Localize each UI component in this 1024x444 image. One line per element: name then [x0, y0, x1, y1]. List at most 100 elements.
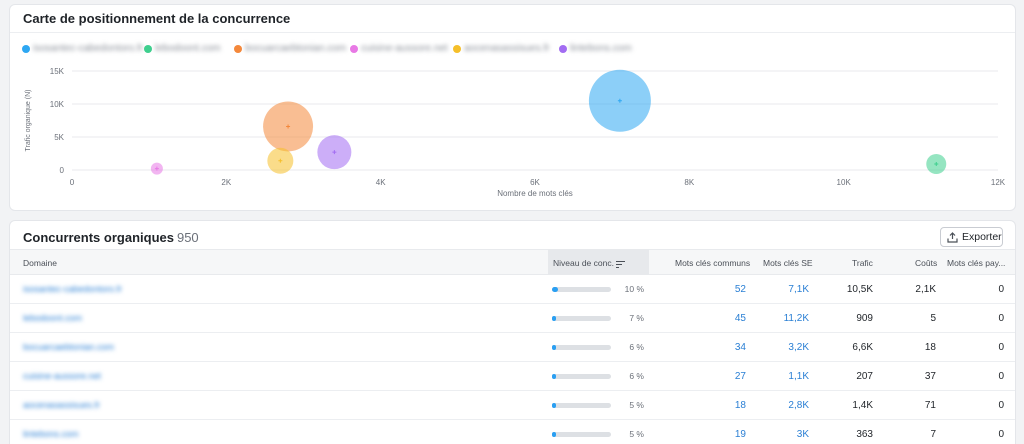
cost-value: 7	[930, 429, 936, 440]
column-header-common-keywords[interactable]: Mots clés communs	[675, 258, 751, 268]
export-label: Exporter	[962, 231, 1002, 243]
competitor-domain-link[interactable]: aocenasassisues.fr	[23, 400, 101, 410]
common-keywords-link[interactable]: 19	[734, 429, 746, 440]
table-row: lebodoont.com 7 % 45 11,2K 909 5 0	[10, 304, 1015, 333]
table-row: cuisine-aussore.net 6 % 27 1,1K 207 37 0	[10, 362, 1015, 391]
paid-keywords-value: 0	[998, 400, 1004, 411]
bubble-center-marker	[286, 124, 291, 129]
se-keywords-link[interactable]: 7,1K	[788, 284, 809, 295]
competition-level-fill	[552, 345, 556, 350]
cost-value: 5	[930, 313, 936, 324]
legend-label: lebodoont.com	[155, 43, 221, 54]
traffic-value: 207	[856, 371, 873, 382]
table-title: Concurrents organiques 950	[23, 230, 199, 245]
competition-level-value: 10 %	[624, 284, 644, 294]
legend-swatch	[453, 45, 461, 53]
y-tick-label: 0	[60, 166, 65, 175]
table-row: bocuarcaebtonian.com 6 % 34 3,2K 6,6K 18 0	[10, 333, 1015, 362]
legend-swatch	[559, 45, 567, 53]
title-divider	[10, 32, 1015, 33]
legend-label: isosantec-cabedontoro.fr	[33, 43, 144, 54]
competition-level-fill	[552, 432, 556, 437]
x-tick-label: 0	[70, 178, 75, 187]
common-keywords-link[interactable]: 18	[734, 400, 746, 411]
legend-label: cuisine-aussore.net	[361, 43, 448, 54]
bubble-center-marker	[934, 162, 939, 167]
column-header-paid-keywords[interactable]: Mots clés pay...	[947, 258, 1006, 268]
x-axis-label: Nombre de mots clés	[497, 189, 573, 198]
common-keywords-link[interactable]: 52	[734, 284, 746, 295]
paid-keywords-value: 0	[998, 429, 1004, 440]
paid-keywords-value: 0	[998, 313, 1004, 324]
competition-level-bar	[552, 316, 611, 321]
legend-swatch	[22, 45, 30, 53]
se-keywords-link[interactable]: 3K	[796, 429, 809, 440]
competition-level-value: 6 %	[629, 371, 644, 381]
competition-level-value: 5 %	[629, 400, 644, 410]
competition-level-fill	[552, 374, 556, 379]
column-header-costs[interactable]: Coûts	[915, 258, 938, 268]
x-tick-label: 8K	[684, 178, 694, 187]
competition-level-value: 7 %	[629, 313, 644, 323]
traffic-value: 909	[856, 313, 873, 324]
competitor-domain-link[interactable]: lebodoont.com	[23, 313, 83, 323]
paid-keywords-value: 0	[998, 284, 1004, 295]
column-header-domain[interactable]: Domaine	[23, 258, 58, 268]
competitor-domain-link[interactable]: isosantec-cabedontoro.fr	[23, 284, 123, 294]
export-button[interactable]: Exporter	[940, 227, 1003, 247]
bubble-chart: 0 5K 10K 15K 0 2K 4K 6K 8K 10K 12K Nombre de mots c…	[25, 67, 1006, 198]
column-header-se-keywords[interactable]: Mots clés SE	[763, 258, 813, 268]
y-tick-label: 15K	[50, 67, 65, 76]
competition-level-fill	[552, 403, 556, 408]
se-keywords-link[interactable]: 1,1K	[788, 371, 809, 382]
column-header-traffic[interactable]: Trafic	[852, 258, 873, 268]
table-row: aocenasassisues.fr 5 % 18 2,8K 1,4K 71 0	[10, 391, 1015, 420]
competition-level-value: 6 %	[629, 342, 644, 352]
traffic-value: 1,4K	[852, 400, 873, 411]
y-tick-label: 10K	[50, 100, 65, 109]
paid-keywords-value: 0	[998, 371, 1004, 382]
common-keywords-link[interactable]: 34	[734, 342, 746, 353]
y-axis-label: Trafic organique (N)	[25, 90, 32, 152]
cost-value: 37	[924, 371, 936, 382]
se-keywords-link[interactable]: 2,8K	[788, 400, 809, 411]
bubble-center-marker	[154, 166, 159, 171]
legend-label: aocenasassisues.fr	[464, 43, 550, 54]
sort-descending-icon	[616, 261, 625, 268]
competitor-count: 950	[176, 230, 199, 245]
legend-label: bocuarcaebtonian.com	[245, 43, 347, 54]
table-header: Domaine Niveau de conc. Mots clés commun…	[10, 249, 1015, 275]
competition-level-fill	[552, 316, 556, 321]
x-tick-label: 4K	[376, 178, 386, 187]
y-tick-label: 5K	[54, 133, 64, 142]
organic-competitors-card: Concurrents organiques 950 Exporter Domai…	[9, 220, 1016, 444]
common-keywords-link[interactable]: 45	[734, 313, 746, 324]
competition-level-bar	[552, 403, 611, 408]
bubble-center-marker	[617, 98, 622, 103]
sorted-column-highlight	[548, 249, 649, 275]
se-keywords-link[interactable]: 11,2K	[783, 313, 809, 324]
legend-swatch	[234, 45, 242, 53]
competition-level-value: 5 %	[629, 429, 644, 439]
cost-value: 71	[924, 400, 936, 411]
legend-swatch	[350, 45, 358, 53]
column-header-level[interactable]: Niveau de conc.	[553, 258, 625, 268]
traffic-value: 6,6K	[852, 342, 873, 353]
competitor-domain-link[interactable]: bocuarcaebtonian.com	[23, 342, 115, 352]
bubble-center-marker	[278, 158, 283, 163]
competitor-domain-link[interactable]: lintebons.com	[23, 429, 79, 439]
x-tick-label: 6K	[530, 178, 540, 187]
x-tick-label: 10K	[837, 178, 852, 187]
common-keywords-link[interactable]: 27	[734, 371, 746, 382]
paid-keywords-value: 0	[998, 342, 1004, 353]
export-icon	[947, 232, 958, 243]
cost-value: 2,1K	[915, 284, 936, 295]
competition-level-bar	[552, 287, 611, 292]
column-header-level-label: Niveau de conc.	[553, 258, 614, 268]
x-tick-label: 12K	[991, 178, 1006, 187]
legend-swatch	[144, 45, 152, 53]
se-keywords-link[interactable]: 3,2K	[788, 342, 809, 353]
competition-level-fill	[552, 287, 558, 292]
x-tick-label: 2K	[221, 178, 231, 187]
competitor-domain-link[interactable]: cuisine-aussore.net	[23, 371, 102, 381]
